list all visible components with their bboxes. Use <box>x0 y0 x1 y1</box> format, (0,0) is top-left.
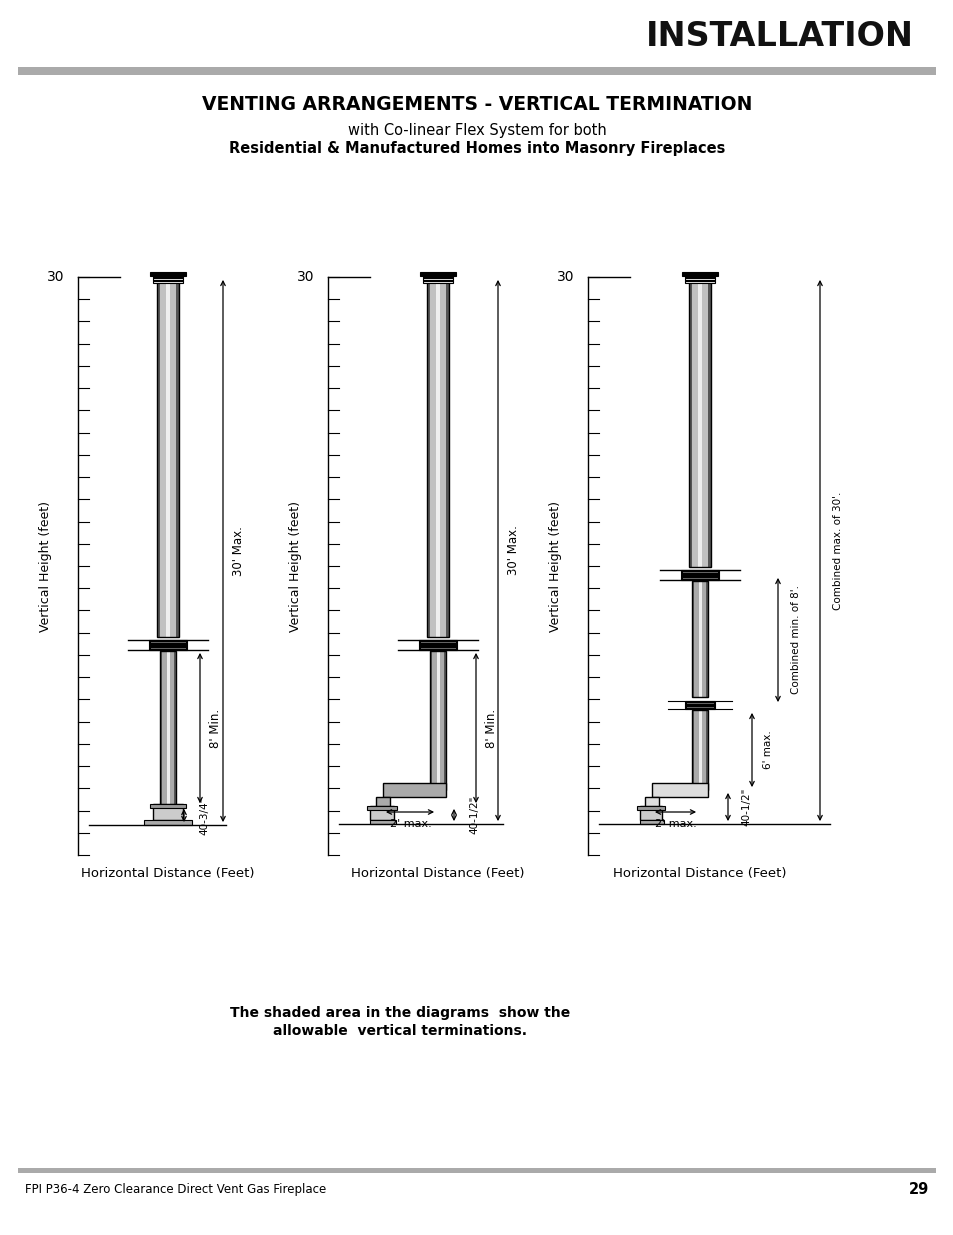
Text: 30' Max.: 30' Max. <box>233 526 245 576</box>
Text: Combined min. of 8'.: Combined min. of 8'. <box>790 585 801 694</box>
Bar <box>173 651 175 806</box>
Bar <box>698 710 700 790</box>
Bar <box>691 710 707 790</box>
Bar <box>639 820 663 824</box>
Bar <box>367 806 396 810</box>
Bar <box>639 806 661 820</box>
Text: 30' Max.: 30' Max. <box>507 526 520 576</box>
Text: 6' max.: 6' max. <box>762 731 772 769</box>
Text: VENTING ARRANGEMENTS - VERTICAL TERMINATION: VENTING ARRANGEMENTS - VERTICAL TERMINAT… <box>202 95 751 115</box>
Text: 2' max.: 2' max. <box>389 819 431 829</box>
Bar <box>688 282 691 567</box>
Bar <box>159 282 176 637</box>
Bar <box>693 580 705 697</box>
Bar <box>422 275 453 283</box>
Bar <box>651 783 707 797</box>
Text: Horizontal Distance (Feet): Horizontal Distance (Feet) <box>613 867 786 879</box>
Bar <box>430 651 446 790</box>
Bar <box>705 710 707 790</box>
Bar <box>436 282 439 637</box>
Bar <box>160 651 175 806</box>
Bar <box>152 804 183 820</box>
Bar <box>175 282 179 637</box>
Text: Vertical Height (feet): Vertical Height (feet) <box>39 500 52 631</box>
Bar <box>644 797 659 808</box>
Bar <box>693 710 705 790</box>
Bar <box>684 275 714 283</box>
Text: 2' max.: 2' max. <box>655 819 696 829</box>
Bar <box>445 282 449 637</box>
Text: Vertical Height (feet): Vertical Height (feet) <box>549 500 562 631</box>
Text: 40-1/2": 40-1/2" <box>469 795 478 834</box>
Bar <box>691 710 693 790</box>
Bar <box>150 272 186 275</box>
Bar <box>691 580 707 697</box>
Bar <box>375 797 390 808</box>
Bar <box>370 820 395 824</box>
Bar <box>707 282 710 567</box>
Text: The shaded area in the diagrams  show the: The shaded area in the diagrams show the <box>230 1007 570 1020</box>
Bar <box>443 651 446 790</box>
Bar <box>419 272 456 275</box>
Text: 40-3/4": 40-3/4" <box>199 797 209 835</box>
Text: Combined max. of 30'.: Combined max. of 30'. <box>832 492 842 610</box>
Bar <box>162 651 173 806</box>
Text: 40-1/2": 40-1/2" <box>740 788 750 826</box>
Bar <box>157 282 179 637</box>
Bar <box>429 282 446 637</box>
Bar <box>432 651 443 790</box>
Text: Horizontal Distance (Feet): Horizontal Distance (Feet) <box>351 867 524 879</box>
Bar <box>149 640 187 650</box>
Bar <box>698 580 700 697</box>
Text: allowable  vertical terminations.: allowable vertical terminations. <box>273 1024 526 1037</box>
Bar <box>427 282 449 637</box>
Text: 30: 30 <box>47 270 64 284</box>
Bar <box>18 1168 935 1173</box>
Text: Residential & Manufactured Homes into Masonry Fireplaces: Residential & Manufactured Homes into Ma… <box>229 141 724 156</box>
Bar <box>382 783 446 797</box>
Bar <box>152 275 183 283</box>
Text: 8' Min.: 8' Min. <box>485 709 498 747</box>
Bar <box>418 640 456 650</box>
Bar <box>370 806 394 820</box>
Bar <box>18 67 935 75</box>
Bar <box>705 580 707 697</box>
Bar <box>698 282 701 567</box>
Text: FPI P36-4 Zero Clearance Direct Vent Gas Fireplace: FPI P36-4 Zero Clearance Direct Vent Gas… <box>25 1182 326 1195</box>
Bar <box>160 651 162 806</box>
Bar <box>691 282 707 567</box>
Text: 30: 30 <box>296 270 314 284</box>
Text: 8' Min.: 8' Min. <box>210 709 222 747</box>
Text: 29: 29 <box>908 1182 928 1197</box>
Text: with Co-linear Flex System for both: with Co-linear Flex System for both <box>347 122 606 137</box>
Text: Horizontal Distance (Feet): Horizontal Distance (Feet) <box>81 867 254 879</box>
Text: 30: 30 <box>556 270 574 284</box>
Bar <box>167 651 170 806</box>
Bar <box>150 804 186 808</box>
Bar <box>157 282 159 637</box>
Bar <box>691 580 693 697</box>
Bar <box>680 571 719 580</box>
Bar <box>688 282 710 567</box>
Bar <box>430 651 432 790</box>
Bar <box>427 282 429 637</box>
Text: INSTALLATION: INSTALLATION <box>645 21 913 53</box>
Bar <box>436 651 439 790</box>
Text: Vertical Height (feet): Vertical Height (feet) <box>289 500 302 631</box>
Bar <box>681 272 718 275</box>
Bar <box>166 282 170 637</box>
Bar <box>144 820 192 825</box>
Bar <box>684 701 714 709</box>
Bar <box>637 806 664 810</box>
